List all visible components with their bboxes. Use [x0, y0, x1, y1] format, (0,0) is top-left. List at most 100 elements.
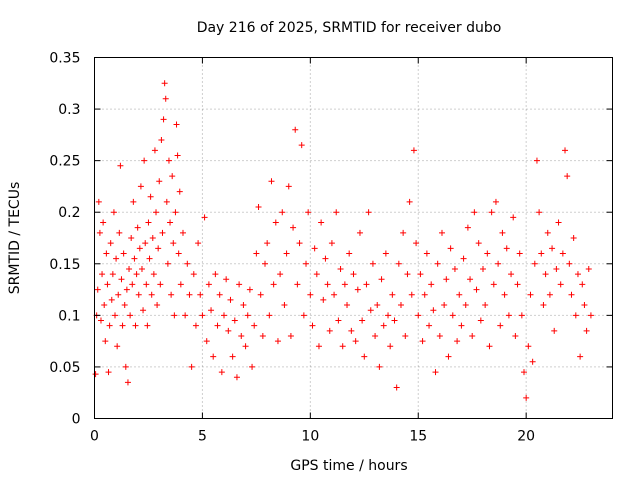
data-point	[101, 302, 108, 309]
data-point	[174, 152, 181, 159]
data-point	[441, 302, 448, 309]
data-point	[538, 250, 545, 257]
data-point	[359, 317, 366, 324]
data-point	[456, 291, 463, 298]
data-point	[102, 338, 109, 345]
data-point	[505, 312, 512, 319]
data-point	[225, 327, 232, 334]
data-point	[451, 265, 458, 272]
data-point	[458, 322, 465, 329]
data-point	[574, 271, 581, 278]
data-point	[150, 271, 157, 278]
y-axis-label: SRMTID / TECUs	[7, 182, 23, 295]
data-point	[266, 312, 273, 319]
data-point	[471, 209, 478, 216]
data-point	[272, 219, 279, 226]
data-point	[137, 183, 144, 190]
data-point	[322, 255, 329, 262]
data-point	[249, 363, 256, 370]
data-point	[324, 281, 331, 288]
data-point	[285, 183, 292, 190]
data-point	[587, 312, 594, 319]
data-point	[212, 271, 219, 278]
data-point	[352, 338, 359, 345]
data-point	[413, 240, 420, 247]
data-point	[210, 353, 217, 360]
data-point	[244, 312, 251, 319]
data-point	[201, 214, 208, 221]
data-point	[190, 271, 197, 278]
data-point	[218, 369, 225, 376]
data-point	[421, 291, 428, 298]
data-point	[205, 281, 212, 288]
grid-lines	[94, 57, 613, 419]
data-point	[290, 224, 297, 231]
data-point	[551, 327, 558, 334]
data-point	[473, 286, 480, 293]
data-point	[467, 276, 474, 283]
data-point	[335, 317, 342, 324]
data-point	[123, 286, 130, 293]
x-tick-label: 15	[409, 429, 427, 445]
data-point	[464, 224, 471, 231]
data-point	[503, 245, 510, 252]
data-point	[477, 317, 484, 324]
data-point	[372, 332, 379, 339]
data-point	[443, 276, 450, 283]
data-point	[426, 322, 433, 329]
data-point	[423, 250, 430, 257]
data-point	[122, 363, 129, 370]
data-point	[103, 250, 110, 257]
chart-title: Day 216 of 2025, SRMTID for receiver dub…	[197, 20, 502, 36]
data-point	[572, 312, 579, 319]
data-point	[127, 312, 134, 319]
data-point	[449, 312, 456, 319]
data-point	[501, 291, 508, 298]
data-point	[259, 332, 266, 339]
y-tick-label: 0.1	[58, 308, 80, 324]
data-point	[138, 265, 145, 272]
data-point	[134, 224, 141, 231]
data-point	[570, 235, 577, 241]
data-point	[419, 338, 426, 345]
data-point	[164, 260, 171, 267]
data-point	[253, 250, 260, 257]
data-point	[447, 245, 454, 252]
data-point	[333, 209, 340, 216]
data-point	[238, 332, 245, 339]
data-point	[168, 291, 175, 298]
data-point	[108, 296, 115, 303]
data-point	[555, 219, 562, 226]
data-point	[216, 291, 223, 298]
data-point	[242, 343, 249, 350]
data-point	[410, 147, 417, 154]
data-point	[129, 281, 136, 288]
data-point	[374, 302, 381, 309]
data-point	[294, 281, 301, 288]
data-point	[408, 291, 415, 298]
data-point	[363, 281, 370, 288]
data-point	[281, 302, 288, 309]
data-point	[318, 219, 325, 226]
data-point	[221, 312, 227, 319]
data-point	[277, 271, 284, 278]
data-point	[341, 281, 348, 288]
data-point	[227, 296, 234, 303]
data-point	[406, 198, 413, 205]
x-tick-label: 10	[301, 429, 319, 445]
data-point	[94, 286, 101, 293]
data-point	[145, 219, 152, 226]
data-point	[96, 229, 103, 236]
data-point	[300, 312, 307, 319]
data-point	[126, 265, 133, 272]
data-point	[337, 265, 344, 272]
data-point	[365, 209, 372, 216]
data-point	[163, 198, 170, 205]
data-point	[156, 178, 163, 185]
data-point	[462, 302, 469, 309]
data-point	[92, 371, 99, 378]
data-point	[175, 250, 182, 257]
data-point	[142, 240, 149, 247]
data-point	[521, 369, 528, 376]
